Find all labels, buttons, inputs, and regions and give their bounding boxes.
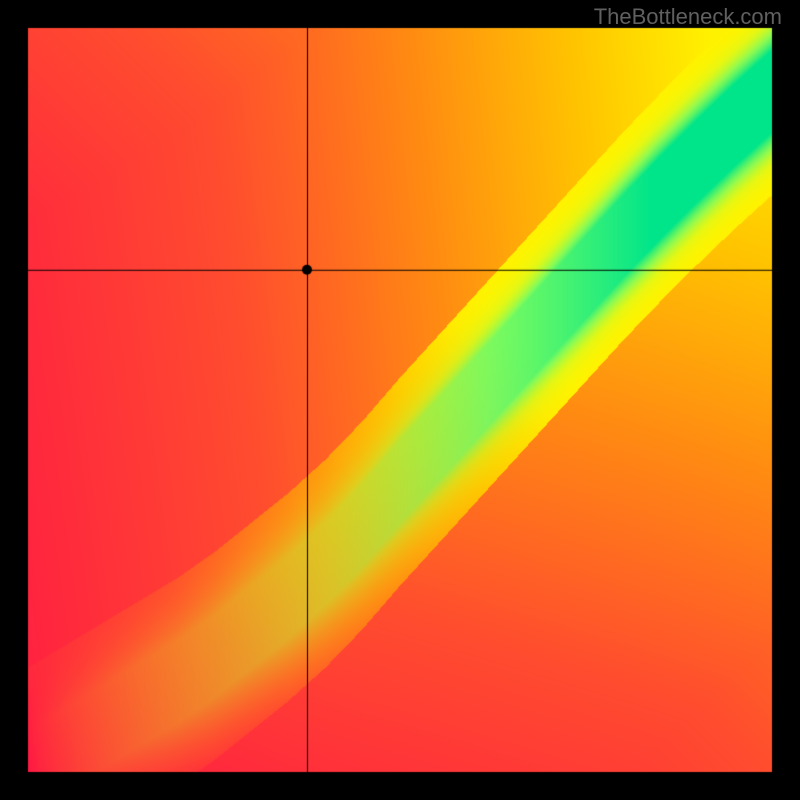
bottleneck-heatmap-canvas: [0, 0, 800, 800]
chart-container: { "canvas": { "width": 800, "height": 80…: [0, 0, 800, 800]
watermark-text: TheBottleneck.com: [594, 4, 782, 30]
